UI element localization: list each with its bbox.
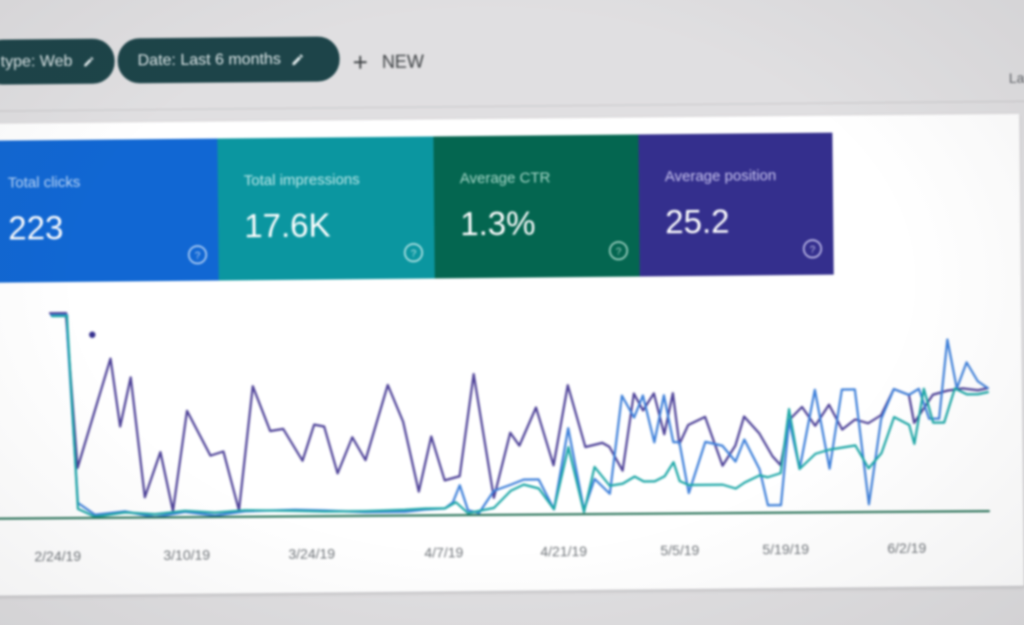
svg-text:?: ? <box>411 249 417 260</box>
svg-text:?: ? <box>810 245 816 256</box>
svg-text:?: ? <box>195 251 201 262</box>
svg-text:?: ? <box>616 247 622 258</box>
